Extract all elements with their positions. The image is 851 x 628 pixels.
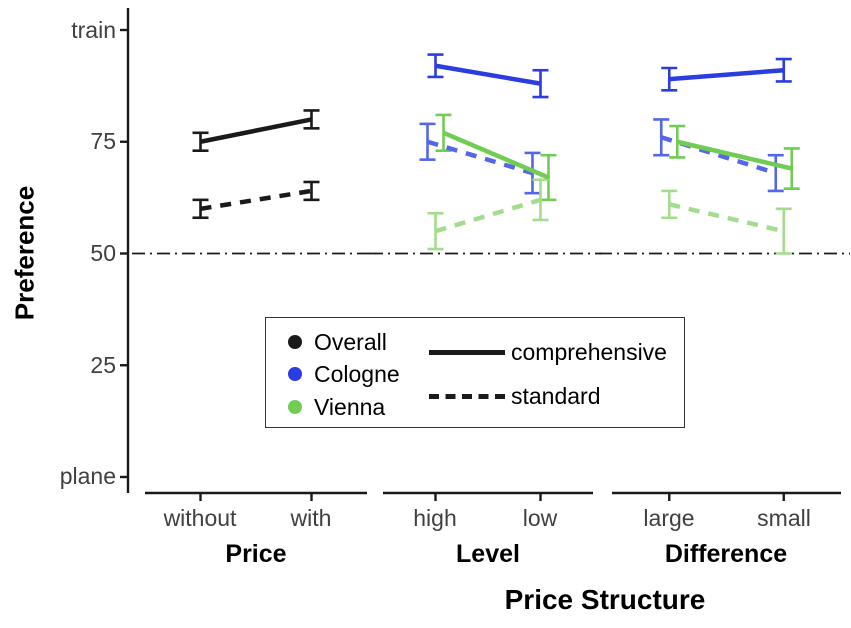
x-tick-label-with: with (290, 505, 332, 531)
facet-label-level: Level (456, 540, 520, 568)
legend-linetype-standard-sample (429, 394, 505, 399)
facet-label-price: Price (225, 540, 287, 568)
facet-label-difference: Difference (664, 540, 788, 568)
x-tick-label-without: without (163, 505, 237, 531)
x-tick-label-large: large (643, 505, 695, 531)
legend-label-vienna: Vienna (314, 394, 386, 420)
y-tick-label-75: 75 (90, 128, 116, 154)
y-tick-label-25: 25 (90, 352, 116, 378)
legend: Overall Cologne Vienna comprehensive sta… (265, 317, 685, 428)
legend-dot-vienna (288, 400, 302, 414)
x-tick-label-high: high (413, 505, 457, 531)
legend-label-comprehensive: comprehensive (511, 339, 667, 365)
x-axis-title: Price Structure (504, 584, 706, 615)
legend-label-standard: standard (511, 383, 601, 409)
x-tick-label-small: small (757, 505, 811, 531)
legend-dot-overall (288, 335, 302, 349)
legend-label-cologne: Cologne (314, 361, 400, 387)
y-tick-label-50: 50 (90, 240, 116, 266)
legend-linetype-comprehensive-sample (429, 350, 505, 355)
y-tick-label-plane: plane (59, 463, 116, 489)
x-tick-label-low: low (522, 505, 558, 531)
legend-label-overall: Overall (314, 329, 387, 355)
legend-dot-cologne (288, 367, 302, 381)
y-tick-label-train: train (71, 17, 116, 43)
